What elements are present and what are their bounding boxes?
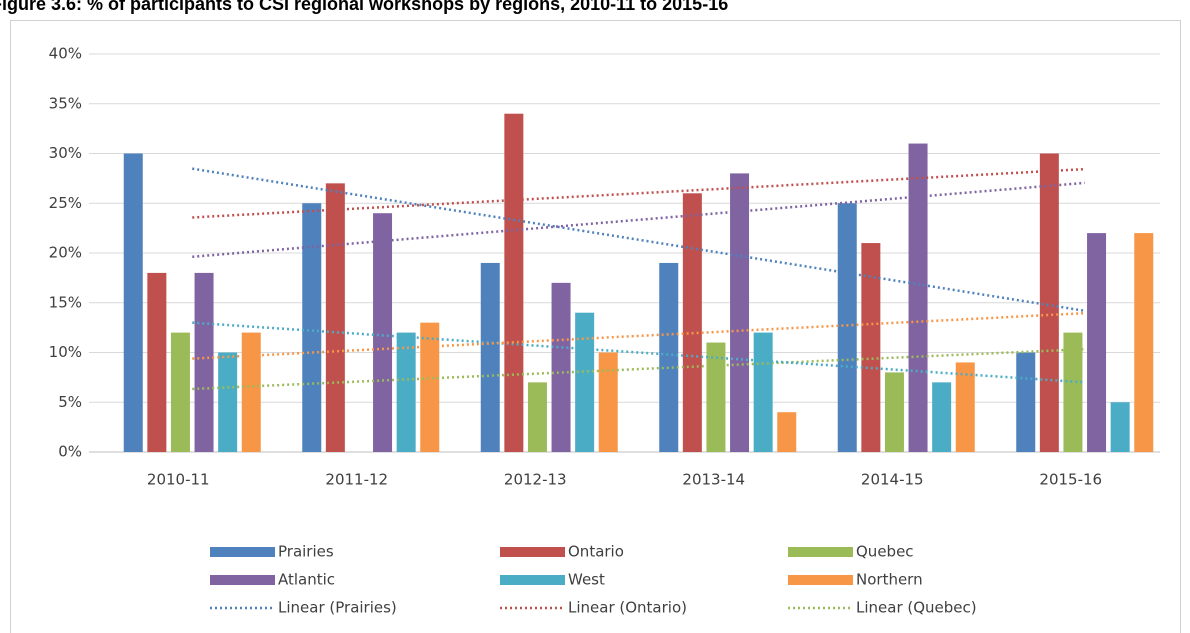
y-tick-label: 15% xyxy=(49,293,82,311)
trendline xyxy=(192,347,1085,391)
y-tick-label: 10% xyxy=(49,343,82,361)
bar xyxy=(932,382,952,452)
bar xyxy=(170,332,190,452)
x-tick-label: 2013-14 xyxy=(682,471,745,489)
trendline xyxy=(192,181,1085,259)
x-tick-label: 2012-13 xyxy=(504,471,567,489)
legend-swatch xyxy=(210,575,275,585)
bar xyxy=(302,203,322,452)
legend-swatch xyxy=(788,575,853,585)
x-tick-label: 2010-11 xyxy=(147,471,210,489)
bar xyxy=(659,262,679,452)
bar xyxy=(1039,153,1059,452)
bar xyxy=(1110,402,1130,452)
bar xyxy=(551,282,571,452)
bar xyxy=(504,113,524,452)
trendline xyxy=(192,321,1085,384)
chart-title: Figure 3.6: % of participants to CSI reg… xyxy=(0,0,728,14)
bar xyxy=(373,213,393,452)
y-tick-label: 25% xyxy=(49,194,82,212)
y-tick-label: 20% xyxy=(49,244,82,262)
bar xyxy=(480,262,500,452)
bar xyxy=(777,412,797,452)
bar xyxy=(1063,332,1083,452)
bar xyxy=(730,173,750,452)
bar xyxy=(753,332,773,452)
bar xyxy=(1016,352,1036,452)
legend-label: Quebec xyxy=(856,543,914,561)
bar xyxy=(325,183,345,452)
legend-swatch xyxy=(500,575,565,585)
bar xyxy=(241,332,261,452)
legend-swatch xyxy=(210,547,275,557)
bar xyxy=(884,372,904,452)
y-tick-label: 40% xyxy=(49,45,82,63)
bar xyxy=(861,243,881,452)
bar xyxy=(706,342,726,452)
legend-label: West xyxy=(568,571,605,589)
legend-label: Ontario xyxy=(568,543,624,561)
bar xyxy=(420,322,440,452)
legend-swatch xyxy=(788,547,853,557)
bar xyxy=(396,332,416,452)
bar xyxy=(123,153,143,452)
y-tick-label: 30% xyxy=(49,144,82,162)
bar xyxy=(598,352,618,452)
y-tick-label: 0% xyxy=(58,443,82,461)
bar xyxy=(218,352,238,452)
x-tick-label: 2014-15 xyxy=(861,471,924,489)
legend-swatch xyxy=(500,547,565,557)
bar xyxy=(837,203,857,452)
bar xyxy=(575,312,595,452)
legend-label: Prairies xyxy=(278,543,334,561)
legend-label: Atlantic xyxy=(278,571,335,589)
y-tick-label: 35% xyxy=(49,94,82,112)
x-tick-label: 2015-16 xyxy=(1039,471,1102,489)
bar xyxy=(908,143,928,453)
x-tick-label: 2011-12 xyxy=(325,471,388,489)
legend-label: Linear (Prairies) xyxy=(278,599,397,617)
bar xyxy=(1087,233,1107,452)
legend-label: Linear (Ontario) xyxy=(568,599,687,617)
bar xyxy=(527,382,547,452)
bar xyxy=(194,272,214,452)
trendline xyxy=(192,311,1085,360)
legend-label: Linear (Quebec) xyxy=(856,599,977,617)
legend-label: Northern xyxy=(856,571,923,589)
bar xyxy=(1134,233,1154,452)
y-tick-label: 5% xyxy=(58,393,82,411)
trendline xyxy=(192,167,1085,219)
trendline xyxy=(192,167,1085,313)
bar xyxy=(147,272,167,452)
chart-frame xyxy=(10,20,1181,633)
bar xyxy=(682,193,702,453)
bar xyxy=(955,362,975,452)
